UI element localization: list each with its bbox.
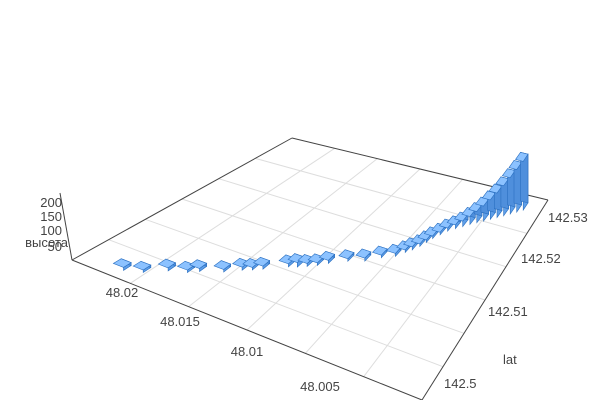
bar	[371, 245, 388, 259]
bars	[112, 151, 529, 274]
grid-line	[255, 157, 528, 234]
y-tick-label: 142.5	[444, 376, 477, 391]
bar	[157, 258, 177, 272]
bar	[176, 260, 196, 274]
bar	[112, 258, 132, 271]
bar	[355, 248, 372, 262]
bar	[318, 250, 336, 265]
bar	[252, 256, 271, 270]
bar-face-top	[515, 151, 529, 162]
bar	[189, 259, 208, 273]
x-axis-line	[71, 259, 423, 400]
bar-face-top	[132, 260, 152, 271]
z-tick-label: 100	[40, 223, 62, 238]
grid-line	[304, 178, 464, 354]
bar	[213, 260, 232, 273]
z-tick-label: 150	[40, 209, 62, 224]
y-axis-title: lat	[503, 352, 517, 367]
y-tick-label: 142.53	[548, 210, 588, 225]
axes	[59, 137, 549, 400]
x-tick-label: 48.01	[231, 344, 264, 359]
bar-face-top	[213, 260, 232, 270]
x-tick-label: 48.005	[300, 379, 340, 394]
bar	[132, 260, 152, 274]
z-axis-title: высота	[25, 235, 69, 250]
y-axis-line	[421, 199, 549, 400]
bar-face-top	[338, 249, 355, 260]
y-tick-label: 142.52	[521, 251, 561, 266]
bar-face-top	[371, 245, 388, 256]
bar-face-top	[157, 258, 177, 269]
z-tick-label: 200	[40, 195, 62, 210]
bar-face-top	[252, 256, 271, 267]
bar-face-top	[318, 251, 336, 261]
bar	[338, 249, 355, 263]
bar-face-top	[355, 248, 372, 259]
floor-edge	[71, 137, 293, 261]
z-axis-line	[59, 192, 73, 261]
x-tick-label: 48.015	[160, 314, 200, 329]
bar	[515, 151, 529, 212]
y-tick-label: 142.51	[488, 304, 528, 319]
bar-face-top	[189, 259, 208, 269]
x-tick-label: 48.02	[106, 285, 139, 300]
bar-face-top	[112, 258, 132, 268]
z-tick-label: 50	[48, 239, 62, 254]
